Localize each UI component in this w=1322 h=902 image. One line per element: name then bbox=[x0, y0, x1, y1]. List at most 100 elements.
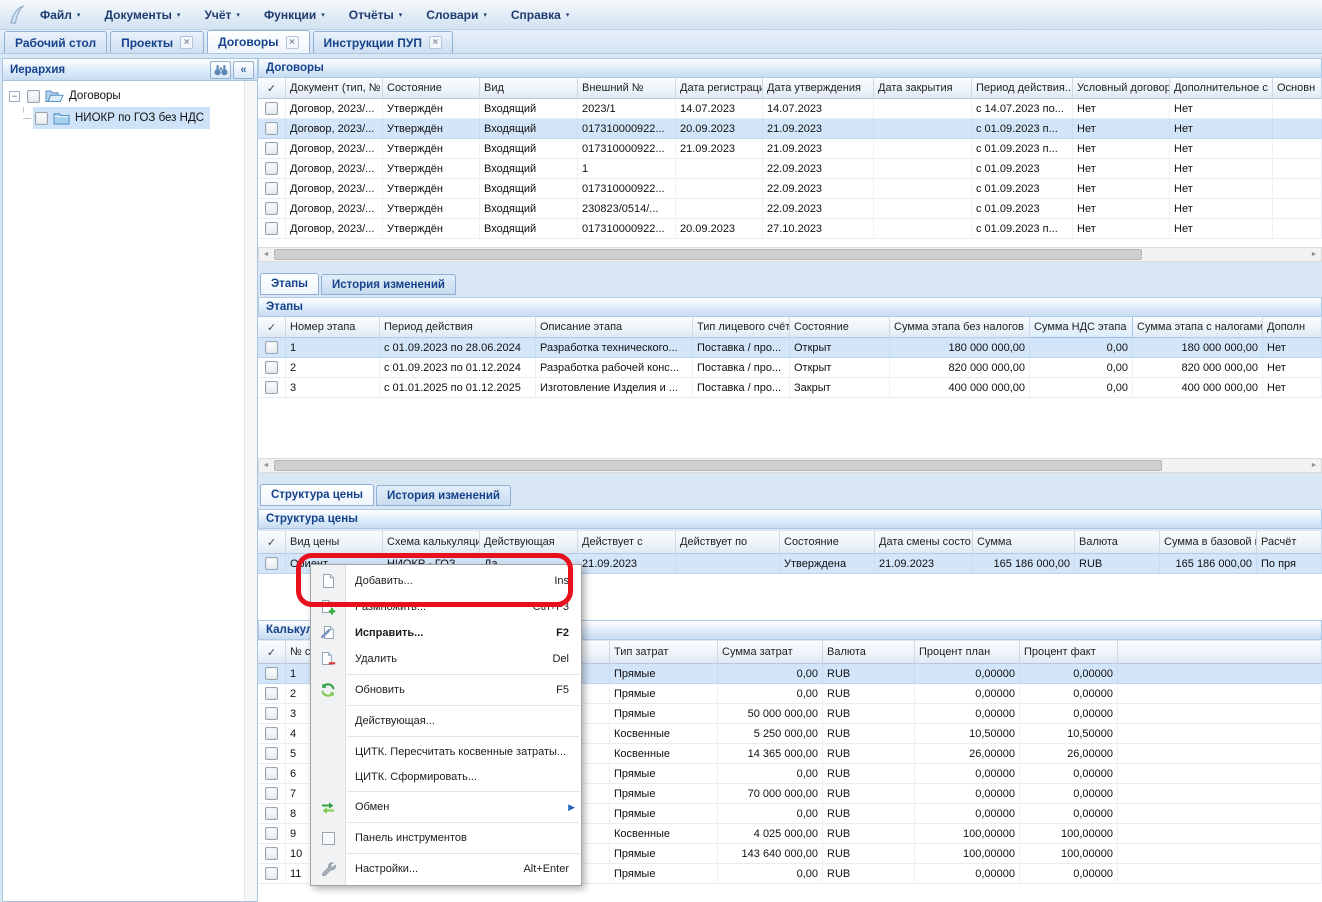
cell[interactable]: Нет bbox=[1073, 219, 1170, 239]
tab-projects[interactable]: Проекты × bbox=[110, 31, 205, 53]
context-menu-item[interactable]: Добавить... Ins bbox=[311, 568, 581, 594]
cell[interactable]: Утверждён bbox=[383, 99, 480, 119]
table-row[interactable]: Договор, 2023/... Утверждён Входящий 2023/1… bbox=[258, 99, 1322, 119]
cell[interactable]: Договор, 2023/... bbox=[286, 159, 383, 179]
cell[interactable]: Нет bbox=[1170, 199, 1273, 219]
column-header[interactable]: ✓ bbox=[258, 641, 286, 664]
cell[interactable]: 0,00 bbox=[1030, 338, 1133, 358]
cell[interactable] bbox=[1273, 219, 1322, 239]
column-header[interactable]: Дата утверждения bbox=[763, 78, 874, 99]
cell[interactable] bbox=[1273, 179, 1322, 199]
cell[interactable]: 0,00000 bbox=[1020, 704, 1118, 724]
row-checkbox[interactable] bbox=[265, 827, 278, 840]
cell[interactable]: Утверждён bbox=[383, 179, 480, 199]
cell[interactable]: 143 640 000,00 bbox=[718, 844, 823, 864]
cell[interactable]: 21.09.2023 bbox=[763, 119, 874, 139]
cell[interactable]: Разработка рабочей конс... bbox=[536, 358, 693, 378]
cell[interactable]: 14 365 000,00 bbox=[718, 744, 823, 764]
cell[interactable]: Поставка / про... bbox=[693, 338, 790, 358]
cell[interactable]: Утверждён bbox=[383, 159, 480, 179]
row-checkbox[interactable] bbox=[265, 807, 278, 820]
cell[interactable]: 400 000 000,00 bbox=[890, 378, 1030, 398]
table-row[interactable]: Договор, 2023/... Утверждён Входящий 017310… bbox=[258, 119, 1322, 139]
column-header[interactable]: Действует по bbox=[676, 531, 780, 554]
hierarchy-vertical-scrollbar[interactable] bbox=[244, 81, 257, 901]
cell[interactable]: 21.09.2023 bbox=[676, 139, 763, 159]
row-checkbox[interactable] bbox=[265, 747, 278, 760]
cell[interactable]: RUB bbox=[823, 864, 915, 884]
cell[interactable] bbox=[1273, 199, 1322, 219]
cell[interactable]: с 01.09.2023 п... bbox=[972, 139, 1073, 159]
cell[interactable]: 2 bbox=[286, 358, 380, 378]
cell[interactable]: Нет bbox=[1263, 338, 1322, 358]
cell[interactable]: Входящий bbox=[480, 99, 578, 119]
price-structure-tab-1[interactable]: История изменений bbox=[375, 485, 511, 506]
cell[interactable]: Нет bbox=[1170, 219, 1273, 239]
column-header[interactable]: Действующая bbox=[480, 531, 578, 554]
cell[interactable]: 21.09.2023 bbox=[578, 554, 676, 574]
cell[interactable]: 14.07.2023 bbox=[676, 99, 763, 119]
scrollbar-thumb[interactable] bbox=[274, 460, 1162, 471]
row-checkbox[interactable] bbox=[265, 381, 278, 394]
row-checkbox[interactable] bbox=[265, 341, 278, 354]
table-row[interactable]: Договор, 2023/... Утверждён Входящий 017310… bbox=[258, 219, 1322, 239]
column-header[interactable]: Состояние bbox=[780, 531, 875, 554]
cell[interactable]: 0,00000 bbox=[915, 704, 1020, 724]
cell[interactable]: 0,00000 bbox=[1020, 804, 1118, 824]
cell[interactable] bbox=[1273, 159, 1322, 179]
cell[interactable]: 0,00000 bbox=[1020, 664, 1118, 684]
cell[interactable]: 0,00000 bbox=[915, 864, 1020, 884]
context-menu-item[interactable]: Обновить F5 bbox=[311, 677, 581, 703]
column-header[interactable]: Документ (тип, № bbox=[286, 78, 383, 99]
cell[interactable]: RUB bbox=[823, 704, 915, 724]
tree-checkbox[interactable] bbox=[27, 89, 40, 103]
row-checkbox[interactable] bbox=[265, 867, 278, 880]
cell[interactable]: Нет bbox=[1170, 179, 1273, 199]
cell[interactable]: Входящий bbox=[480, 159, 578, 179]
row-checkbox[interactable] bbox=[265, 787, 278, 800]
cell[interactable]: с 01.09.2023 п... bbox=[972, 219, 1073, 239]
cell[interactable]: 27.10.2023 bbox=[763, 219, 874, 239]
cell[interactable]: RUB bbox=[823, 724, 915, 744]
cell[interactable]: Договор, 2023/... bbox=[286, 179, 383, 199]
context-menu-item[interactable]: Действующая... bbox=[311, 708, 581, 734]
scroll-left-icon[interactable]: ◄ bbox=[262, 251, 270, 258]
column-header[interactable]: Номер этапа bbox=[286, 317, 380, 338]
column-header[interactable]: Дата регистрации. bbox=[676, 78, 763, 99]
cell[interactable]: 017310000922... bbox=[578, 139, 676, 159]
row-checkbox[interactable] bbox=[265, 667, 278, 680]
column-header[interactable]: Состояние bbox=[790, 317, 890, 338]
cell[interactable]: Косвенные bbox=[610, 724, 718, 744]
context-menu-item[interactable]: Исправить... F2 bbox=[311, 620, 581, 646]
cell[interactable]: 20.09.2023 bbox=[676, 119, 763, 139]
column-header[interactable]: Описание этапа bbox=[536, 317, 693, 338]
cell[interactable]: 0,00 bbox=[1030, 358, 1133, 378]
cell[interactable]: 100,00000 bbox=[915, 844, 1020, 864]
row-checkbox[interactable] bbox=[265, 162, 278, 175]
cell[interactable]: 0,00000 bbox=[1020, 784, 1118, 804]
cell[interactable]: Нет bbox=[1073, 119, 1170, 139]
column-header[interactable]: Процент факт bbox=[1020, 641, 1118, 664]
cell[interactable]: Нет bbox=[1073, 159, 1170, 179]
cell[interactable]: Разработка технического... bbox=[536, 338, 693, 358]
row-checkbox[interactable] bbox=[265, 767, 278, 780]
cell[interactable]: Прямые bbox=[610, 664, 718, 684]
scroll-right-icon[interactable]: ► bbox=[1310, 251, 1318, 258]
cell[interactable]: Утверждён bbox=[383, 119, 480, 139]
cell[interactable]: 2023/1 bbox=[578, 99, 676, 119]
cell[interactable] bbox=[1118, 804, 1322, 824]
column-header[interactable]: Период действия.. bbox=[972, 78, 1073, 99]
cell[interactable]: 0,00000 bbox=[915, 804, 1020, 824]
tree-item-body[interactable]: Договоры bbox=[25, 85, 127, 107]
cell[interactable]: с 01.09.2023 по 01.12.2024 bbox=[380, 358, 536, 378]
collapse-panel-button[interactable]: « bbox=[233, 60, 254, 79]
cell[interactable]: Утверждён bbox=[383, 139, 480, 159]
cell[interactable]: 100,00000 bbox=[1020, 824, 1118, 844]
cell[interactable]: RUB bbox=[823, 784, 915, 804]
column-header[interactable]: Дата смены состо bbox=[875, 531, 973, 554]
cell[interactable]: RUB bbox=[823, 824, 915, 844]
menubar-item-functions[interactable]: Функции ▾ bbox=[264, 8, 325, 22]
cell[interactable] bbox=[1118, 784, 1322, 804]
column-header[interactable]: Условный договор bbox=[1073, 78, 1170, 99]
